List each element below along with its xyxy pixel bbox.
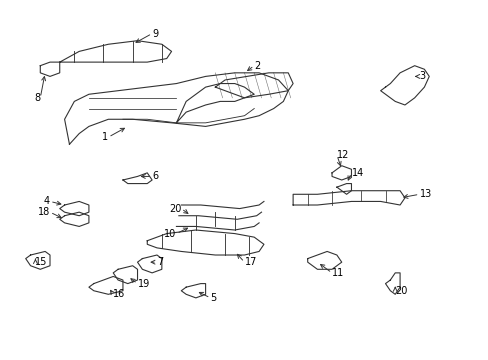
- Text: 7: 7: [157, 257, 163, 267]
- Text: 14: 14: [351, 168, 363, 178]
- Text: 10: 10: [164, 229, 176, 239]
- Text: 17: 17: [244, 257, 256, 267]
- Text: 19: 19: [137, 279, 149, 289]
- Text: 11: 11: [331, 268, 344, 278]
- Text: 18: 18: [38, 207, 50, 217]
- Text: 6: 6: [152, 171, 158, 181]
- Text: 15: 15: [35, 257, 48, 267]
- Text: 5: 5: [210, 293, 216, 303]
- Text: 20: 20: [394, 286, 407, 296]
- Text: 16: 16: [113, 289, 125, 299]
- Text: 4: 4: [44, 197, 50, 206]
- Text: 1: 1: [102, 132, 108, 142]
- Text: 2: 2: [254, 61, 260, 71]
- Text: 20: 20: [168, 203, 181, 213]
- Text: 3: 3: [419, 71, 425, 81]
- Text: 13: 13: [419, 189, 431, 199]
- Text: 9: 9: [152, 28, 158, 39]
- Text: 8: 8: [34, 93, 40, 103]
- Text: 12: 12: [336, 150, 348, 160]
